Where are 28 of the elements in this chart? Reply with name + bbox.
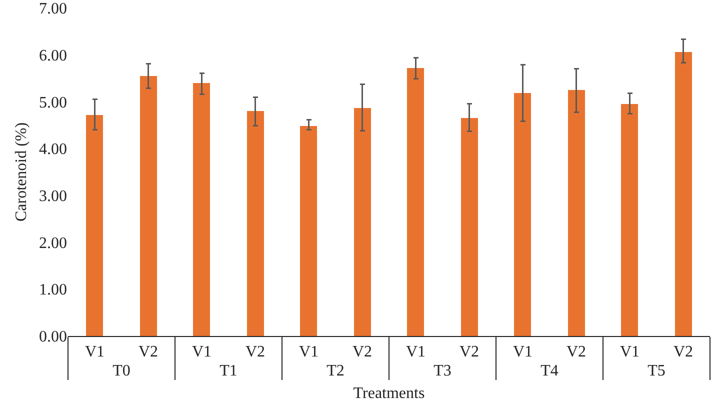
y-axis-title: Carotenoid (%) bbox=[12, 122, 30, 222]
x-axis-title: Treatments bbox=[353, 385, 425, 402]
y-tick-label: 5.00 bbox=[39, 94, 67, 112]
y-tick-label: 1.00 bbox=[39, 282, 67, 299]
x-tick-label: V1 bbox=[84, 343, 105, 360]
x-tick-label: V1 bbox=[298, 343, 319, 360]
y-tick-label: 7.00 bbox=[39, 0, 67, 18]
text: T2 bbox=[326, 362, 344, 380]
x-tick-label: V2 bbox=[459, 343, 480, 360]
y-tick-label: 6.00 bbox=[39, 47, 67, 64]
x-tick-label: V2 bbox=[566, 343, 586, 360]
y-tick-label: 0.00 bbox=[39, 328, 67, 346]
x-tick-label: V2 bbox=[673, 343, 694, 360]
x-tick-label: V1 bbox=[620, 343, 640, 360]
y-tick-label: 3.00 bbox=[39, 188, 67, 206]
text: T3 bbox=[434, 362, 452, 380]
x-tick-label: V2 bbox=[245, 343, 266, 360]
y-tick-label: 4.00 bbox=[39, 141, 67, 158]
x-tick-label: V1 bbox=[192, 343, 212, 360]
x-tick-label: V2 bbox=[138, 343, 158, 360]
text: T4 bbox=[540, 362, 558, 380]
text: T1 bbox=[220, 362, 238, 380]
x-tick-label: V2 bbox=[352, 343, 372, 360]
y-tick-label: 2.00 bbox=[39, 234, 67, 252]
x-tick-label: V1 bbox=[512, 343, 533, 360]
text: T0 bbox=[112, 362, 130, 380]
x-tick-label: V1 bbox=[406, 343, 426, 360]
text: T5 bbox=[648, 362, 666, 380]
